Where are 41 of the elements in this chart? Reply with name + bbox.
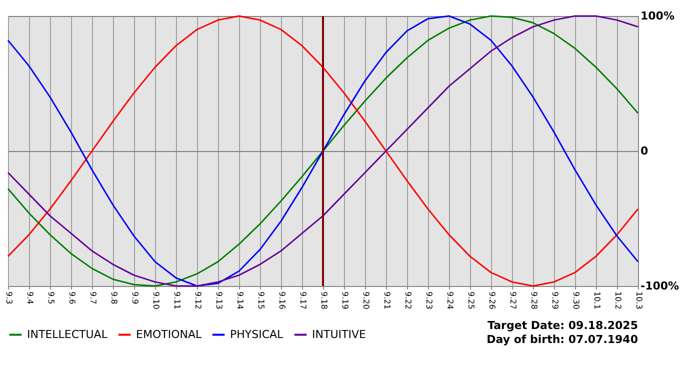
x-tick-label: 9.8 [110,292,118,304]
x-tick-label: 9.11 [172,292,182,310]
legend-label: INTUITIVE [312,328,366,341]
x-tick-label: 9.7 [88,292,98,304]
x-tick-label: 9.22 [404,292,412,310]
x-tick-label: 9.10 [152,292,160,310]
x-tick-label: 9.18 [320,292,328,310]
legend-label: INTELLECTUAL [27,328,108,341]
x-tick-label: 10.3 [634,292,644,310]
x-tick-label: 9.3 [4,292,14,304]
x-tick-label: 9.23 [424,292,434,310]
legend-label: EMOTIONAL [136,328,202,341]
x-tick-label: 9.26 [488,292,496,310]
legend-label: PHYSICAL [230,328,284,341]
x-tick-label: 9.25 [466,292,476,310]
x-tick-label: 9.15 [256,292,266,310]
text: Target Date: 09.18.2025 [488,319,638,332]
x-tick-label: 9.16 [278,292,286,310]
x-tick-label: 9.13 [214,292,224,310]
x-tick-label: 9.20 [362,292,370,310]
y-tick-label: 0 [640,144,648,158]
x-tick-label: 9.12 [194,292,202,310]
y-tick-label: -100% [640,280,680,292]
x-tick-label: 9.30 [572,292,580,310]
x-tick-label: 9.14 [236,292,244,310]
x-tick-label: 9.19 [340,292,350,310]
x-tick-label: 9.9 [130,292,140,304]
x-tick-label: 9.24 [446,292,454,310]
x-tick-label: 9.5 [46,292,56,304]
x-tick-label: 10.2 [614,292,622,310]
y-tick-label: 100% [640,10,674,22]
text: Day of birth: 07.07.1940 [486,333,638,346]
line-series [7,15,639,287]
x-tick-label: 9.21 [382,292,392,310]
x-tick-label: 9.28 [530,292,538,310]
x-tick-label: 9.27 [508,292,518,310]
x-tick-label: 9.29 [550,292,560,310]
x-tick-label: 9.4 [26,292,34,304]
x-tick-label: 9.6 [68,292,76,304]
x-tick-label: 10.1 [592,292,602,310]
x-tick-label: 9.17 [298,292,308,310]
